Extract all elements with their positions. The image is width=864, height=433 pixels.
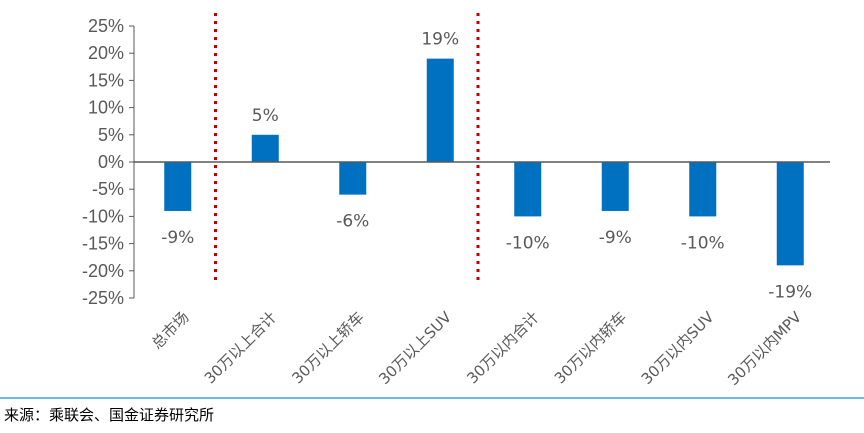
- category-label: 30万以上SUV: [375, 308, 455, 388]
- category-label: 总市场: [148, 308, 193, 353]
- bar: [601, 162, 629, 211]
- bar: [689, 162, 717, 217]
- bar: [339, 162, 367, 195]
- data-label: -19%: [768, 282, 812, 302]
- y-tick-label: -20%: [82, 261, 124, 281]
- bar: [514, 162, 542, 217]
- y-tick-label: 25%: [88, 16, 124, 36]
- category-label: 30万以内轿车: [551, 308, 630, 387]
- y-axis: 25% 20% 15% 10% 5% 0% -5% -10% -15% -20% -25%: [82, 16, 135, 308]
- y-tick-label: 10%: [88, 98, 124, 118]
- y-tick-label: -25%: [82, 288, 124, 308]
- x-axis-category-labels: 总市场 30万以上合计 30万以上轿车 30万以上SUV 30万以内合计 30万以内轿车 3…: [148, 308, 806, 389]
- source-note: 来源：乘联会、国金证券研究所: [4, 406, 215, 424]
- y-tick-label: 20%: [88, 43, 124, 63]
- data-label: -10%: [681, 233, 725, 253]
- y-tick-label: 5%: [98, 125, 124, 145]
- data-label: 5%: [252, 106, 279, 126]
- bar: [251, 134, 279, 162]
- bar: [776, 162, 804, 266]
- bar: [164, 162, 192, 211]
- category-label: 30万以内MPV: [724, 308, 805, 389]
- y-tick-label: -5%: [92, 179, 124, 199]
- category-label: 30万以上轿车: [288, 308, 367, 387]
- data-label: -9%: [161, 228, 194, 248]
- y-tick-label: 15%: [88, 70, 124, 90]
- data-label: -10%: [506, 233, 550, 253]
- data-label: 19%: [421, 30, 459, 50]
- category-label: 30万以上合计: [201, 308, 280, 387]
- data-labels: -9% 5% -6% 19% -10% -9% -10% -19%: [161, 30, 812, 303]
- category-dividers: [214, 13, 480, 283]
- bar: [426, 58, 454, 162]
- bar-series: [164, 58, 804, 266]
- y-tick-label: 0%: [98, 152, 124, 172]
- y-tick-label: -15%: [82, 234, 124, 254]
- data-label: -9%: [599, 228, 632, 248]
- category-label: 30万以内SUV: [638, 308, 718, 388]
- y-tick-label: -10%: [82, 206, 124, 226]
- category-label: 30万以内合计: [463, 308, 542, 387]
- data-label: -6%: [336, 212, 369, 232]
